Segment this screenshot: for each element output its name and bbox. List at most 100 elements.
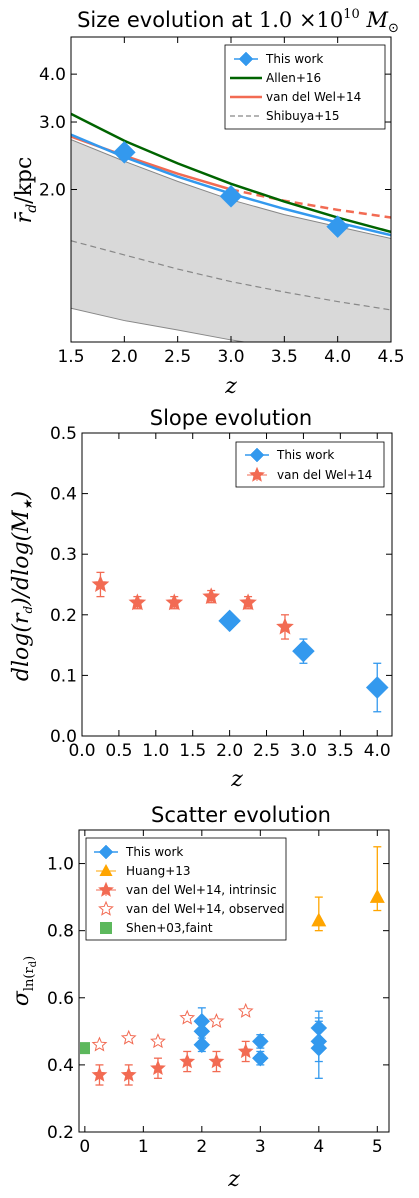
- x-tick-label: 3.0: [217, 347, 244, 367]
- size-evolution-panel: Size evolution at 1.0 ×1010 M⊙ 1.5 2.0 2.5…: [12, 7, 405, 399]
- size-evolution-xlabel: z: [224, 374, 237, 399]
- x-tick-label: 5: [372, 1137, 383, 1157]
- slope-evolution-legend: This work van del Wel+14: [235, 441, 385, 488]
- huang13-point: [311, 912, 327, 927]
- vanderwel14-intrinsic-point: [120, 1066, 137, 1082]
- legend-entry: This work: [234, 51, 323, 67]
- size-evolution-plot: [71, 112, 391, 342]
- slope-evolution-ticks: 0.0 0.5 1.0 1.5 2.0 2.5 3.0 3.5 4.0 0.0 0.1 0.2 0.3 0…: [50, 424, 392, 761]
- legend-label: Shen+03,faint: [126, 921, 213, 935]
- uncertainty-band: [71, 139, 391, 342]
- x-tick-label: 0.5: [105, 741, 132, 761]
- vanderwel14-point: [276, 617, 294, 635]
- vanderwel14-point: [128, 593, 147, 611]
- legend-label: Huang+13: [126, 864, 191, 878]
- legend-entry: Huang+13: [96, 863, 191, 878]
- slope-evolution-panel: Slope evolution 0.0 0.5 1.0 1.5 2.0 2.5 3.0 3.5…: [9, 406, 393, 792]
- x-tick-label: 1.5: [57, 347, 84, 367]
- this-work-point: [251, 1049, 269, 1067]
- y-tick-label: 0.8: [47, 922, 74, 942]
- vanderwel14-point: [165, 593, 184, 611]
- legend-marker: [99, 863, 113, 876]
- x-tick-label: 2.5: [164, 347, 191, 367]
- this-work-point: [219, 184, 243, 208]
- vanderwel14-intrinsic-point: [237, 1043, 254, 1059]
- legend-marker: [249, 447, 265, 463]
- scatter-evolution-frame: [78, 829, 390, 1133]
- x-tick-label: 1: [138, 1137, 149, 1157]
- x-tick-label: 2.5: [253, 741, 280, 761]
- this-work-point: [310, 1039, 328, 1057]
- size-evolution-ticks: 1.5 2.0 2.5 3.0 3.5 4.0 4.5 2.0 3.0 4.0: [39, 37, 405, 367]
- legend-label: van del Wel+14: [266, 90, 361, 104]
- vanderwel14-extrapolation: [230, 188, 391, 219]
- legend-label: This work: [125, 845, 183, 859]
- x-tick-label: 0.0: [68, 741, 95, 761]
- vanderwel14-intrinsic-point: [91, 1066, 108, 1082]
- vanderwel14-intrinsic-point: [179, 1053, 196, 1069]
- legend-label: van del Wel+14, intrinsic: [126, 883, 277, 897]
- legend-entry: van del Wel+14, observed: [98, 900, 284, 916]
- slope-evolution-plot: [91, 571, 389, 713]
- y-tick-label: 0.6: [47, 989, 74, 1009]
- x-tick-label: 1.0: [142, 741, 169, 761]
- huang13-point: [369, 889, 385, 903]
- scatter-evolution-ticks: 0 1 2 3 4 5 0.2 0.4 0.6 0.8 1.0: [47, 830, 389, 1157]
- this-work-point: [326, 215, 350, 238]
- x-tick-label: 1.5: [179, 741, 206, 761]
- y-tick-label: 0.0: [50, 727, 77, 747]
- vanderwel14-point: [91, 575, 110, 593]
- scatter-evolution-panel: Scatter evolution 0 1 2 3 4 50.20.40.60.81.0 …: [9, 803, 390, 1192]
- y-tick-label: 0.2: [47, 1123, 74, 1143]
- scatter-evolution-legend: This work Huang+13 van del Wel+14, intrins…: [85, 837, 287, 941]
- vanderwel14-observed-point: [150, 1033, 166, 1049]
- y-tick-label: 3.0: [39, 113, 66, 133]
- slope-evolution-frame: [81, 432, 393, 737]
- scatter-evolution-ylabel: σln(rd): [9, 956, 39, 1006]
- scatter-evolution-xlabel: z: [227, 1167, 240, 1192]
- y-tick-label: 0.5: [50, 424, 77, 444]
- this-work-point: [365, 676, 389, 699]
- legend-marker: [98, 900, 114, 916]
- x-tick-label: 3.0: [290, 741, 317, 761]
- vanderwel14-observed-point: [208, 1012, 225, 1028]
- x-tick-label: 2.0: [216, 741, 243, 761]
- this-work-point: [251, 1033, 269, 1050]
- legend-entry: van del Wel+14: [247, 466, 372, 482]
- x-tick-label: 4: [313, 1137, 324, 1157]
- legend-marker: [249, 466, 265, 482]
- vanderwel14-point: [239, 593, 257, 611]
- legend-marker: [100, 922, 112, 934]
- vanderwel14-observed-point: [179, 1009, 196, 1025]
- legend-marker: [238, 51, 254, 67]
- x-tick-label: 3.5: [271, 347, 298, 367]
- vanderwel14-observed-point: [91, 1036, 108, 1052]
- legend-marker: [98, 844, 114, 860]
- x-tick-label: 4.5: [377, 347, 404, 367]
- legend-entry: van del Wel+14: [230, 90, 361, 104]
- y-tick-label: 1.0: [47, 855, 74, 875]
- x-tick-label: 2.0: [111, 347, 138, 367]
- legend-entry: This work: [94, 844, 183, 860]
- shen03-point: [80, 1042, 90, 1055]
- legend-label: Allen+16: [266, 71, 321, 85]
- shibuya15-line: [71, 240, 391, 311]
- size-evolution-ylabel: r̄d/kpc: [12, 157, 40, 224]
- x-tick-label: 3.5: [327, 741, 354, 761]
- y-tick-label: 2.0: [39, 181, 66, 201]
- slope-evolution-ylabel: dlog(rd)/dlog(M★): [9, 491, 35, 681]
- scatter-evolution-title: Scatter evolution: [151, 803, 331, 827]
- legend-label: This work: [276, 448, 334, 462]
- legend-entry: Shibuya+15: [230, 109, 340, 123]
- this-work-point: [218, 609, 241, 633]
- legend-box: [85, 837, 287, 941]
- vanderwel14-observed-point: [120, 1029, 137, 1045]
- x-tick-label: 0: [79, 1137, 90, 1157]
- x-tick-label: 3: [255, 1137, 266, 1157]
- legend-entry: Allen+16: [230, 71, 321, 85]
- legend-entry: Shen+03,faint: [100, 921, 213, 935]
- vanderwel14-observed-point: [237, 1002, 254, 1018]
- this-work-point: [292, 639, 315, 663]
- size-tick-marks: [70, 37, 392, 342]
